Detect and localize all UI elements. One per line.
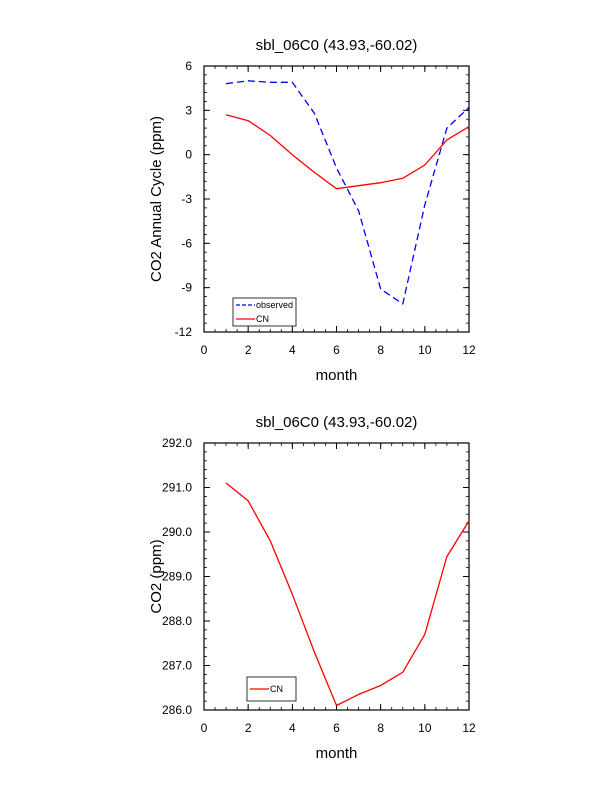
- x-tick-label: 8: [377, 343, 384, 357]
- y-tick-label: 290.0: [162, 525, 192, 539]
- x-tick-label: 4: [289, 343, 296, 357]
- plot-frame: [203, 442, 470, 711]
- y-tick-label: 292.0: [162, 436, 192, 450]
- y-tick-label: 287.0: [162, 659, 192, 673]
- y-tick-label: 6: [185, 59, 192, 73]
- x-tick-label: 6: [333, 721, 340, 735]
- x-tick-label: 8: [377, 721, 384, 735]
- y-tick-label: 288.0: [162, 614, 192, 628]
- y-axis-label: CO2 Annual Cycle (ppm): [148, 116, 165, 282]
- x-axis-label: month: [316, 367, 358, 384]
- y-tick-label: 289.0: [162, 570, 192, 584]
- chart-title: sbl_06C0 (43.93,-60.02): [256, 414, 418, 431]
- y-tick-label: 291.0: [162, 481, 192, 495]
- y-tick-label: 0: [185, 148, 192, 162]
- chart-title: sbl_06C0 (43.93,-60.02): [256, 37, 418, 54]
- x-tick-label: 10: [418, 343, 432, 357]
- x-axis-label: month: [316, 745, 358, 762]
- plot-frame: [203, 65, 470, 333]
- legend-box: [232, 297, 297, 327]
- x-tick-label: 0: [201, 721, 208, 735]
- series-line-observed: [226, 80, 470, 305]
- chart-1: sbl_06C0 (43.93,-60.02) CO2 Annual Cycle …: [148, 37, 476, 384]
- x-tick-label: 10: [418, 721, 432, 735]
- y-tick-label: -6: [181, 236, 192, 250]
- chart-2: sbl_06C0 (43.93,-60.02) CO2 (ppm) month 0 2 4…: [148, 414, 476, 762]
- legend-label-cn: CN: [270, 684, 283, 694]
- x-tick-label: 4: [289, 721, 296, 735]
- series-line-cn: [225, 482, 470, 707]
- y-tick-label: 286.0: [162, 703, 192, 717]
- legend-label-observed: observed: [256, 300, 293, 310]
- legend: observed CN: [232, 297, 297, 327]
- series-line-cn: [225, 114, 470, 190]
- x-tick-label: 12: [462, 343, 476, 357]
- y-tick-label: 3: [185, 103, 192, 117]
- x-tick-label: 2: [245, 721, 252, 735]
- x-tick-label: 12: [462, 721, 476, 735]
- legend: CN: [246, 676, 297, 702]
- y-axis-label: CO2 (ppm): [148, 539, 165, 613]
- legend-label-cn: CN: [256, 314, 269, 324]
- y-tick-label: -12: [175, 325, 193, 339]
- y-tick-label: -9: [181, 281, 192, 295]
- y-tick-label: -3: [181, 192, 192, 206]
- x-tick-label: 2: [245, 343, 252, 357]
- x-tick-label: 0: [201, 343, 208, 357]
- x-tick-label: 6: [333, 343, 340, 357]
